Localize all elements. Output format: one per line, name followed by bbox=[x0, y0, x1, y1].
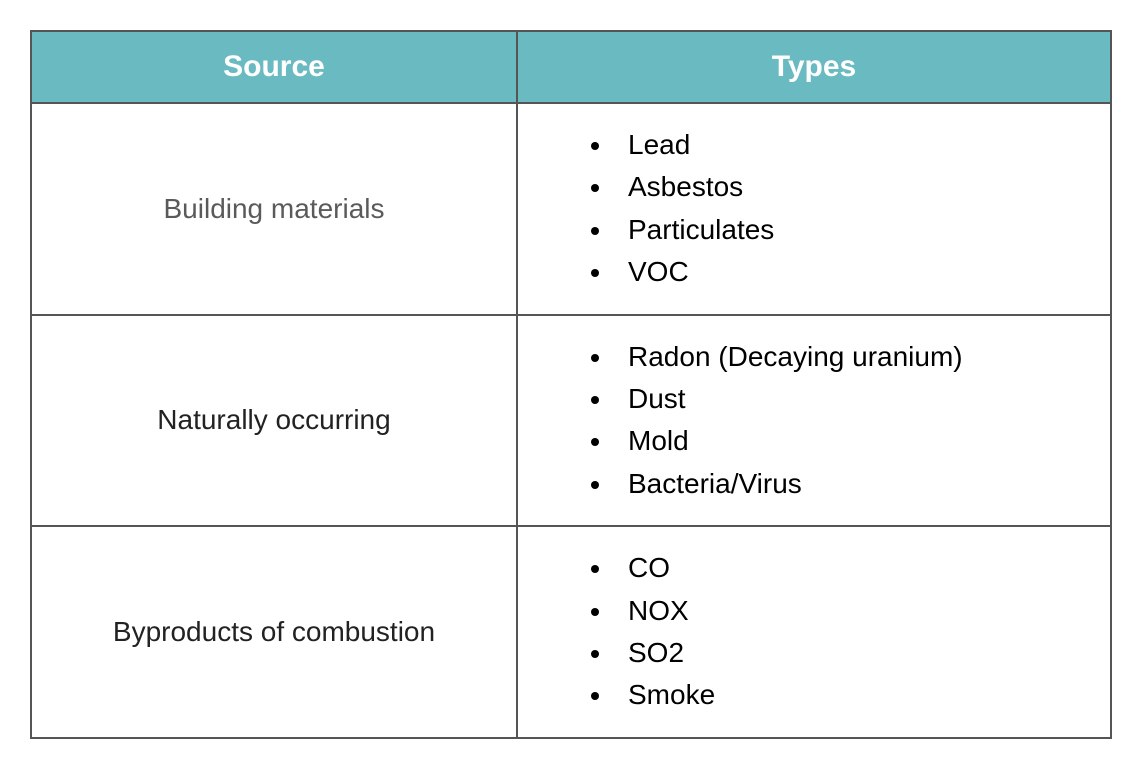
list-item: Dust bbox=[614, 378, 1086, 420]
types-list: Radon (Decaying uranium) Dust Mold Bacte… bbox=[542, 336, 1086, 506]
list-item: Mold bbox=[614, 420, 1086, 462]
list-item: Smoke bbox=[614, 674, 1086, 716]
list-item: Bacteria/Virus bbox=[614, 463, 1086, 505]
list-item: Lead bbox=[614, 124, 1086, 166]
types-cell: Lead Asbestos Particulates VOC bbox=[517, 103, 1111, 315]
source-cell: Building materials bbox=[31, 103, 517, 315]
types-cell: Radon (Decaying uranium) Dust Mold Bacte… bbox=[517, 315, 1111, 527]
pollutant-sources-table: Source Types Building materials Lead Asb… bbox=[30, 30, 1112, 739]
list-item: SO2 bbox=[614, 632, 1086, 674]
table-row: Naturally occurring Radon (Decaying uran… bbox=[31, 315, 1111, 527]
list-item: CO bbox=[614, 547, 1086, 589]
types-list: CO NOX SO2 Smoke bbox=[542, 547, 1086, 717]
list-item: Particulates bbox=[614, 209, 1086, 251]
types-cell: CO NOX SO2 Smoke bbox=[517, 526, 1111, 738]
list-item: Asbestos bbox=[614, 166, 1086, 208]
table-row: Byproducts of combustion CO NOX SO2 Smok… bbox=[31, 526, 1111, 738]
source-cell: Byproducts of combustion bbox=[31, 526, 517, 738]
header-types: Types bbox=[517, 31, 1111, 103]
table-row: Building materials Lead Asbestos Particu… bbox=[31, 103, 1111, 315]
list-item: Radon (Decaying uranium) bbox=[614, 336, 1086, 378]
types-list: Lead Asbestos Particulates VOC bbox=[542, 124, 1086, 294]
list-item: NOX bbox=[614, 590, 1086, 632]
header-source: Source bbox=[31, 31, 517, 103]
list-item: VOC bbox=[614, 251, 1086, 293]
source-cell: Naturally occurring bbox=[31, 315, 517, 527]
table-header-row: Source Types bbox=[31, 31, 1111, 103]
